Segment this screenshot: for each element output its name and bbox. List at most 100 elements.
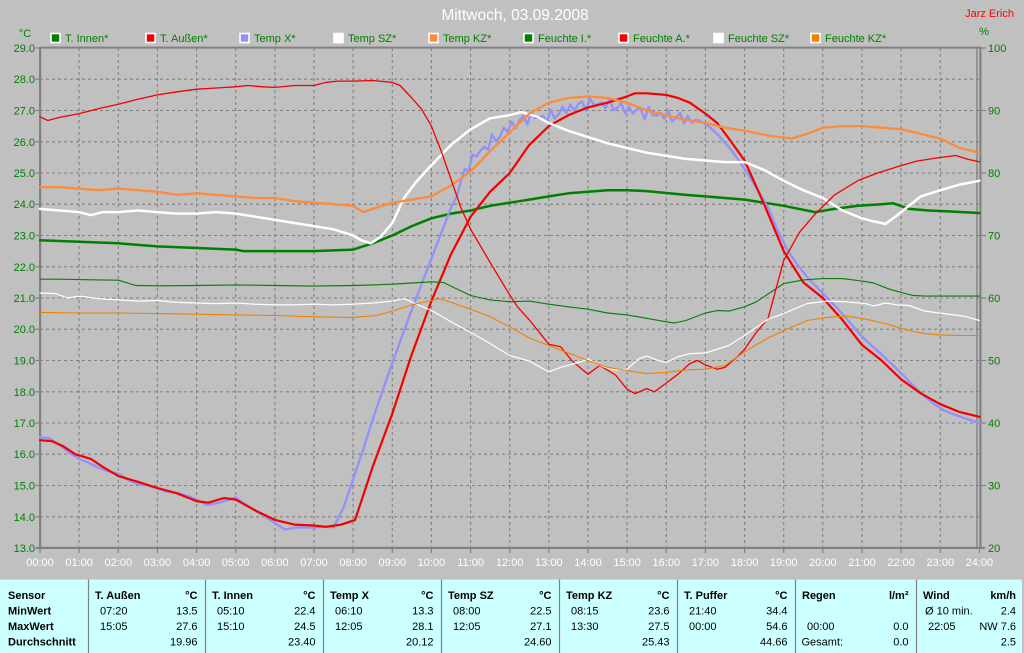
svg-text:T. Innen*: T. Innen*: [65, 33, 109, 45]
svg-text:°C: °C: [775, 590, 787, 602]
svg-text:34.4: 34.4: [766, 606, 787, 618]
svg-text:23.40: 23.40: [288, 637, 316, 649]
svg-text:13.0: 13.0: [14, 543, 35, 555]
svg-text:l/m²: l/m²: [889, 590, 909, 602]
svg-text:10:00: 10:00: [418, 557, 446, 569]
svg-text:27.1: 27.1: [530, 621, 551, 633]
svg-text:Mittwoch, 03.09.2008: Mittwoch, 03.09.2008: [441, 7, 588, 24]
svg-text:°C: °C: [657, 590, 669, 602]
svg-text:24.5: 24.5: [294, 621, 315, 633]
svg-text:23.0: 23.0: [14, 231, 35, 243]
svg-text:20.12: 20.12: [406, 637, 434, 649]
svg-text:30: 30: [988, 481, 1000, 493]
svg-text:T. Puffer: T. Puffer: [684, 590, 728, 602]
svg-text:Feuchte I.*: Feuchte I.*: [538, 33, 592, 45]
svg-text:T. Außen*: T. Außen*: [160, 33, 208, 45]
svg-text:18:00: 18:00: [731, 557, 759, 569]
svg-text:23:00: 23:00: [927, 557, 955, 569]
svg-text:MinWert: MinWert: [8, 606, 52, 618]
svg-text:19.0: 19.0: [14, 356, 35, 368]
svg-text:16.0: 16.0: [14, 449, 35, 461]
svg-text:Durchschnitt: Durchschnitt: [8, 637, 76, 649]
svg-text:15:00: 15:00: [613, 557, 641, 569]
svg-text:0.0: 0.0: [893, 637, 908, 649]
svg-text:54.6: 54.6: [766, 621, 787, 633]
svg-text:07:20: 07:20: [100, 606, 128, 618]
svg-text:Temp KZ*: Temp KZ*: [443, 33, 492, 45]
svg-text:06:00: 06:00: [261, 557, 289, 569]
svg-text:22.4: 22.4: [294, 606, 315, 618]
svg-text:24:00: 24:00: [966, 557, 994, 569]
svg-text:0.0: 0.0: [893, 621, 908, 633]
svg-text:19.96: 19.96: [170, 637, 198, 649]
svg-text:19:00: 19:00: [770, 557, 798, 569]
svg-text:23.6: 23.6: [648, 606, 669, 618]
svg-text:01:00: 01:00: [65, 557, 93, 569]
svg-text:MaxWert: MaxWert: [8, 621, 54, 633]
svg-text:%: %: [979, 26, 989, 38]
svg-text:14:00: 14:00: [574, 557, 602, 569]
svg-text:03:00: 03:00: [144, 557, 172, 569]
svg-text:13.5: 13.5: [176, 606, 197, 618]
svg-text:70: 70: [988, 231, 1000, 243]
svg-text:20:00: 20:00: [809, 557, 837, 569]
svg-text:06:10: 06:10: [335, 606, 363, 618]
svg-text:15.0: 15.0: [14, 481, 35, 493]
svg-text:Temp SZ: Temp SZ: [448, 590, 494, 602]
svg-text:28.1: 28.1: [412, 621, 433, 633]
svg-text:15:05: 15:05: [100, 621, 128, 633]
svg-text:Temp KZ: Temp KZ: [566, 590, 613, 602]
svg-text:50: 50: [988, 356, 1000, 368]
svg-text:44.66: 44.66: [760, 637, 788, 649]
svg-text:17.0: 17.0: [14, 418, 35, 430]
svg-text:40: 40: [988, 418, 1000, 430]
svg-text:26.0: 26.0: [14, 137, 35, 149]
svg-text:22:00: 22:00: [887, 557, 915, 569]
svg-text:Temp SZ*: Temp SZ*: [348, 33, 397, 45]
svg-text:15:10: 15:10: [217, 621, 245, 633]
svg-text:21:40: 21:40: [689, 606, 717, 618]
svg-text:11:00: 11:00: [457, 557, 484, 569]
svg-text:02:00: 02:00: [105, 557, 133, 569]
svg-text:Temp X*: Temp X*: [254, 33, 296, 45]
svg-text:29.0: 29.0: [14, 43, 35, 55]
svg-text:Sensor: Sensor: [8, 590, 46, 602]
svg-text:2.5: 2.5: [1001, 637, 1016, 649]
svg-text:20: 20: [988, 543, 1000, 555]
svg-text:09:00: 09:00: [379, 557, 407, 569]
svg-text:Feuchte KZ*: Feuchte KZ*: [825, 33, 887, 45]
svg-text:14.0: 14.0: [14, 512, 35, 524]
svg-text:Feuchte SZ*: Feuchte SZ*: [728, 33, 790, 45]
svg-text:21.0: 21.0: [14, 293, 35, 305]
svg-text:100: 100: [988, 43, 1006, 55]
svg-text:16:00: 16:00: [653, 557, 681, 569]
svg-text:km/h: km/h: [990, 590, 1016, 602]
svg-text:°C: °C: [421, 590, 433, 602]
svg-text:05:10: 05:10: [217, 606, 245, 618]
svg-text:12:00: 12:00: [496, 557, 524, 569]
svg-text:T. Außen: T. Außen: [95, 590, 141, 602]
svg-text:12:05: 12:05: [453, 621, 481, 633]
svg-text:°C: °C: [539, 590, 551, 602]
svg-text:27.6: 27.6: [176, 621, 197, 633]
svg-text:Jarz Erich: Jarz Erich: [965, 8, 1014, 20]
svg-text:28.0: 28.0: [14, 74, 35, 86]
svg-text:00:00: 00:00: [689, 621, 717, 633]
svg-text:27.0: 27.0: [14, 106, 35, 118]
svg-text:00:00: 00:00: [807, 621, 835, 633]
svg-text:Wind: Wind: [923, 590, 950, 602]
svg-text:°C: °C: [19, 28, 31, 40]
svg-text:2.4: 2.4: [1001, 606, 1016, 618]
svg-text:Gesamt:: Gesamt:: [802, 637, 844, 649]
svg-text:22:05: 22:05: [928, 621, 956, 633]
svg-text:Feuchte A.*: Feuchte A.*: [633, 33, 691, 45]
svg-text:25.43: 25.43: [642, 637, 670, 649]
svg-text:20.0: 20.0: [14, 324, 35, 336]
svg-text:24.0: 24.0: [14, 199, 35, 211]
svg-text:21:00: 21:00: [848, 557, 876, 569]
svg-text:00:00: 00:00: [26, 557, 54, 569]
svg-text:18.0: 18.0: [14, 387, 35, 399]
svg-text:NW 7.6: NW 7.6: [979, 621, 1016, 633]
svg-text:05:00: 05:00: [222, 557, 250, 569]
svg-text:27.5: 27.5: [648, 621, 669, 633]
